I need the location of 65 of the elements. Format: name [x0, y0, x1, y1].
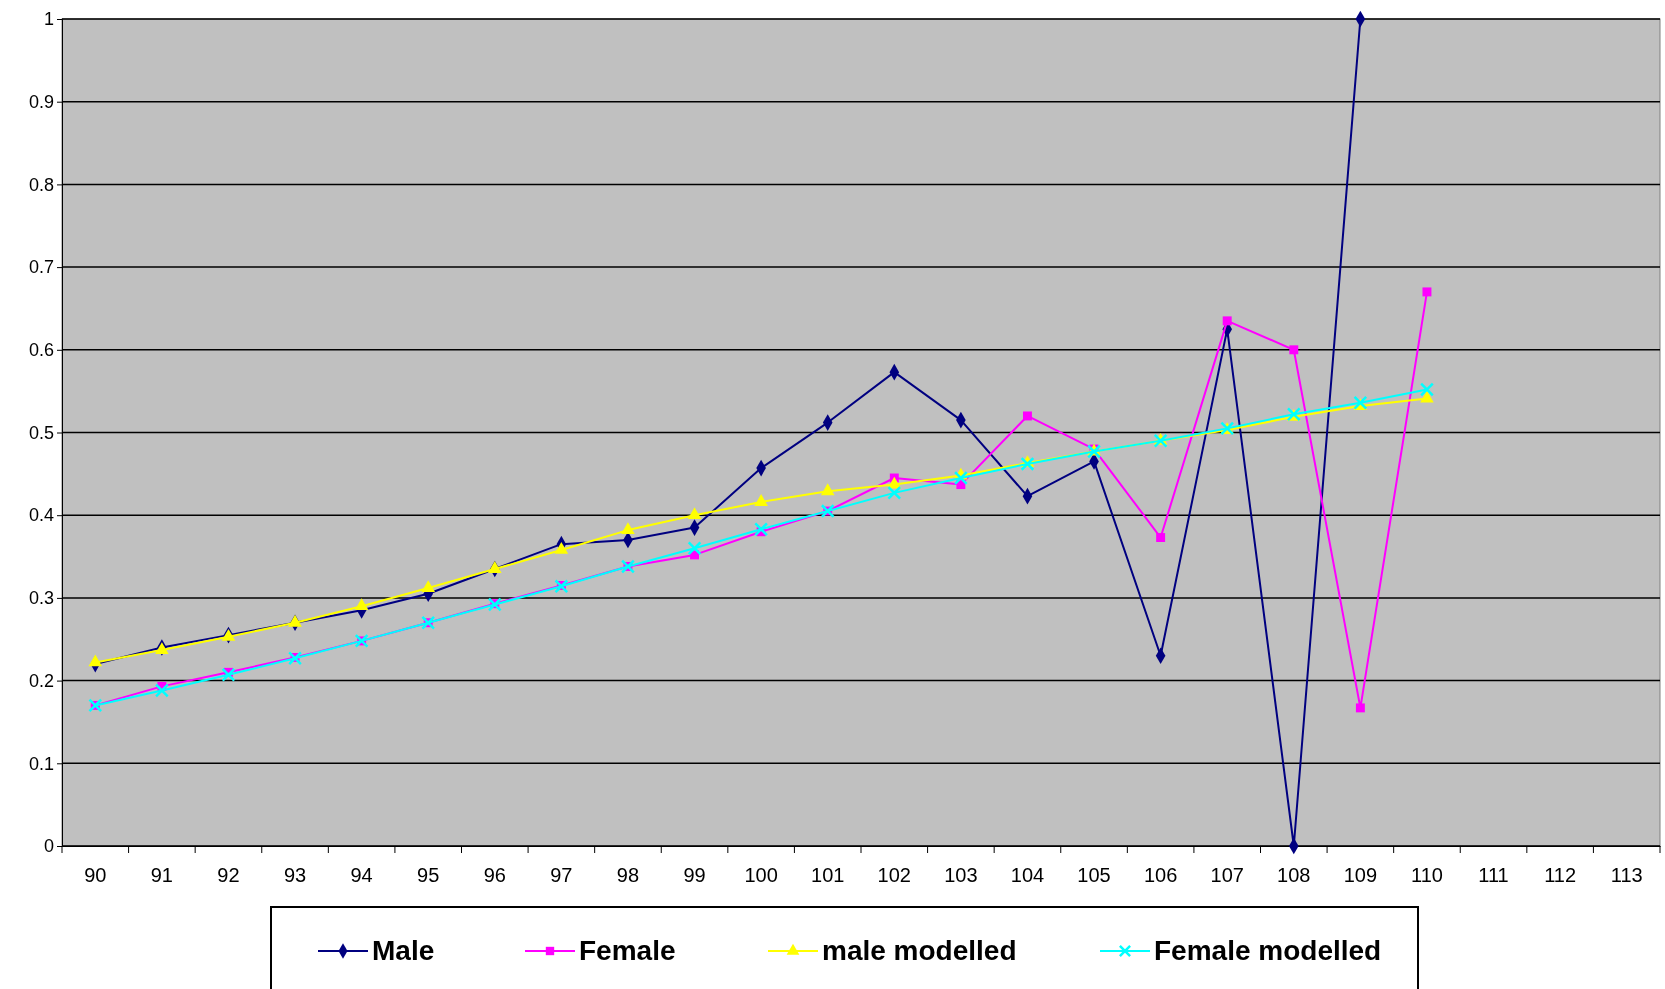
x-tick-label: 108: [1277, 864, 1311, 887]
point: [88, 654, 103, 667]
y-tick-label: 0.3: [28, 588, 54, 609]
legend-label: male modelled: [822, 935, 1017, 966]
x-tick-label: 102: [877, 864, 911, 887]
y-tick-label: 0.4: [28, 505, 54, 526]
x-tick-label: 90: [84, 864, 107, 887]
point: [887, 485, 902, 500]
y-tick-label: 1: [43, 9, 54, 30]
point: [754, 522, 769, 537]
point: [221, 667, 236, 682]
y-tick-label: 0: [43, 836, 54, 857]
point: [1420, 390, 1434, 403]
point: [287, 651, 303, 666]
point: [1419, 382, 1435, 397]
y-tick-label: 0.7: [28, 257, 54, 278]
x-tick-label: 92: [217, 864, 240, 887]
x-tick-label: 103: [944, 864, 978, 887]
x-tick-label: 94: [350, 864, 373, 887]
x-tick-label: 99: [683, 864, 706, 887]
x-tick-label: 107: [1210, 864, 1244, 887]
point: [621, 522, 635, 535]
legend-label: Female: [579, 935, 676, 966]
y-tick-label: 0.9: [28, 91, 54, 112]
y-tick-label: 0.5: [28, 422, 54, 443]
point: [687, 541, 702, 556]
point: [1289, 345, 1299, 355]
x-tick-label: 109: [1343, 864, 1378, 887]
y-tick-label: 0.2: [28, 670, 54, 691]
point: [288, 614, 302, 627]
y-tick-label: 0.1: [28, 753, 54, 774]
x-tick-label: 110: [1411, 864, 1443, 887]
x-tick-label: 96: [483, 864, 506, 887]
point: [554, 542, 569, 554]
x-tick-label: 95: [417, 864, 440, 887]
point: [820, 483, 835, 496]
y-tick-label: 0.6: [28, 340, 54, 361]
x-tick-label: 105: [1077, 864, 1111, 887]
point: [953, 470, 968, 486]
x-tick-label: 91: [150, 864, 173, 887]
x-tick-label: 98: [616, 864, 640, 887]
point: [488, 561, 502, 573]
x-tick-label: 93: [283, 864, 307, 887]
x-tick-label: 100: [744, 864, 778, 887]
point: [554, 579, 569, 594]
point: [1222, 316, 1232, 326]
legend-label: Male: [372, 935, 435, 966]
point: [1022, 411, 1032, 421]
x-tick-label: 113: [1610, 864, 1643, 887]
legend-label: Female modelled: [1154, 935, 1382, 966]
point: [1422, 287, 1432, 297]
x-tick-label: 97: [550, 864, 573, 887]
point: [1156, 533, 1166, 542]
y-tick-label: 0.8: [28, 174, 54, 195]
x-tick-label: 111: [1478, 864, 1509, 887]
point: [687, 507, 702, 520]
point: [754, 494, 768, 506]
point: [421, 580, 435, 592]
x-tick-label: 104: [1010, 864, 1045, 887]
x-tick-label: 112: [1544, 864, 1577, 887]
point: [154, 683, 169, 698]
point: [1355, 703, 1365, 713]
point: [354, 598, 369, 611]
x-tick-label: 101: [811, 864, 845, 887]
x-tick-label: 106: [1143, 864, 1178, 887]
